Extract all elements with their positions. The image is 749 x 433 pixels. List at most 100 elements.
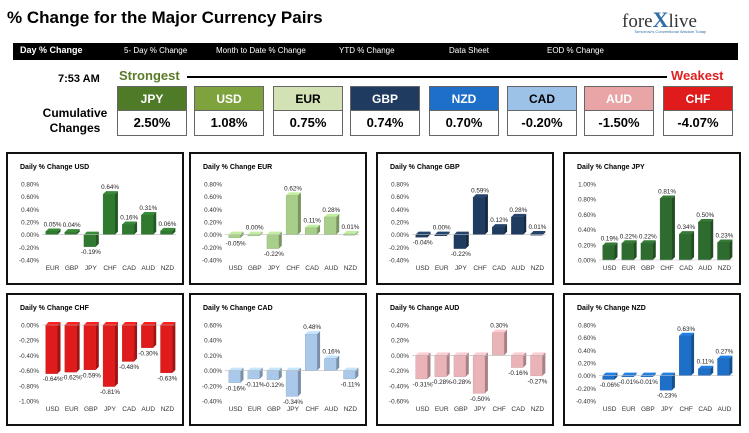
chart-title: Daily % Change EUR (203, 164, 272, 171)
bar-chf (102, 191, 118, 235)
x-tick-label: CHF (660, 265, 673, 272)
strength-box-jpy: JPY 2.50% (117, 86, 187, 136)
strength-currency-name: GBP (351, 87, 419, 111)
x-tick-label: GBP (454, 406, 468, 413)
nav-data-sheet[interactable]: Data Sheet (449, 46, 490, 55)
forexlive-logo[interactable]: foreXlive Tomorrow's Conventional Wisdom… (622, 7, 732, 37)
strength-cumulative-value: 1.08% (210, 115, 248, 130)
x-tick-label: CAD (679, 265, 693, 272)
bar-usd (602, 242, 618, 261)
bar-usd (45, 322, 61, 374)
data-label: -0.11% (245, 381, 265, 388)
x-tick-label: USD (416, 406, 430, 413)
data-label: -0.23% (657, 393, 677, 400)
data-label: 0.63% (677, 326, 695, 333)
data-label: -0.27% (527, 378, 547, 385)
chart-chf: Daily % Change CHF 0.00% -0.20% -0.40% -0.60… (19, 305, 178, 413)
data-label: 0.01% (341, 224, 359, 231)
nav-day-change[interactable]: Day % Change (20, 45, 83, 55)
bar-chf (305, 331, 321, 371)
y-tick-label: 0.20% (204, 220, 222, 227)
bar-eur (434, 231, 450, 237)
bar-aud (324, 213, 340, 235)
data-label: 0.16% (120, 215, 138, 222)
data-label: 0.62% (284, 185, 302, 192)
data-label: -0.31% (413, 381, 433, 388)
bar-jpy (266, 231, 282, 249)
bar-jpy (83, 231, 99, 247)
x-tick-label: AUD (698, 265, 712, 272)
bar-chf (472, 194, 488, 235)
nav-5-day-change[interactable]: 5- Day % Change (124, 46, 188, 55)
data-label: -0.16% (508, 370, 528, 377)
chart-jpy: Daily % Change JPY 1.00% 0.80% 0.60% 0.40% 0.… (577, 164, 734, 272)
y-tick-label: 0.20% (391, 338, 409, 345)
strength-box-chf: CHF -4.07% (663, 86, 733, 136)
x-tick-label: NZD (161, 406, 175, 413)
x-tick-label: JPY (268, 265, 281, 272)
bar-usd (415, 231, 431, 238)
x-tick-label: AUD (141, 265, 155, 272)
y-tick-label: 0.00% (204, 368, 222, 375)
weakest-label: Weakest (671, 68, 724, 83)
strength-currency-name: EUR (274, 87, 342, 111)
x-tick-label: NZD (531, 265, 545, 272)
bar-cad (679, 231, 695, 261)
y-tick-label: -1.00% (19, 399, 39, 406)
x-tick-label: GBP (641, 406, 655, 413)
chart-panel-cad: Daily % Change CAD 0.60% 0.40% 0.20% 0.00% -0… (189, 293, 367, 426)
bar-cad (305, 224, 321, 235)
data-label: -0.48% (119, 364, 139, 371)
x-tick-label: JPY (85, 265, 98, 272)
y-tick-label: 0.20% (204, 353, 222, 360)
y-tick-label: -0.40% (389, 383, 409, 390)
data-label: -0.01% (638, 379, 658, 386)
x-tick-label: CAD (492, 265, 506, 272)
y-tick-label: 0.40% (21, 207, 39, 214)
strength-currency-name: JPY (118, 87, 186, 111)
bar-nzd (343, 367, 359, 380)
strength-cumulative-value: -1.50% (598, 115, 640, 130)
data-label: 0.27% (715, 349, 733, 356)
y-tick-label: 0.60% (578, 212, 596, 219)
x-tick-label: CHF (492, 406, 505, 413)
strength-currency-name: USD (195, 87, 263, 111)
nav-month-to-date[interactable]: Month to Date % Change (216, 46, 306, 55)
x-tick-label: EUR (46, 265, 60, 272)
chart-cad: Daily % Change CAD 0.60% 0.40% 0.20% 0.00% -0… (202, 305, 361, 413)
data-label: -0.28% (451, 379, 471, 386)
strength-box-gbp: GBP 0.74% (350, 86, 420, 136)
x-tick-label: AUD (324, 406, 338, 413)
y-tick-label: -0.40% (19, 258, 39, 265)
chart-title: Daily % Change GBP (390, 164, 460, 171)
data-label: 0.34% (677, 224, 695, 231)
y-tick-label: 0.60% (204, 323, 222, 330)
bar-eur (247, 367, 263, 380)
bar-chf (492, 329, 508, 356)
x-tick-label: EUR (248, 406, 262, 413)
strength-currency-name: AUD (585, 87, 653, 111)
y-tick-label: 0.60% (578, 335, 596, 342)
data-label: 0.11% (303, 218, 321, 225)
data-label: 0.22% (620, 233, 638, 240)
x-tick-label: USD (416, 265, 430, 272)
bar-eur (621, 372, 637, 378)
strength-cumulative-value: -4.07% (677, 115, 719, 130)
y-tick-label: 0.20% (391, 220, 409, 227)
data-label: -0.22% (451, 251, 471, 258)
data-label: -0.28% (432, 379, 452, 386)
bar-nzd (160, 322, 176, 374)
x-tick-label: GBP (641, 265, 655, 272)
bar-gbp (453, 352, 469, 377)
bar-jpy (659, 372, 675, 391)
chart-title: Daily % Change USD (20, 164, 89, 171)
data-label: 0.64% (101, 184, 119, 191)
nav-eod-change[interactable]: EOD % Change (547, 46, 604, 55)
nav-ytd-change[interactable]: YTD % Change (339, 46, 395, 55)
y-tick-label: 0.80% (578, 197, 596, 204)
x-tick-label: NZD (344, 265, 358, 272)
x-tick-label: JPY (661, 406, 674, 413)
bar-chf (679, 332, 695, 376)
y-tick-label: 0.20% (578, 361, 596, 368)
bar-nzd (530, 352, 546, 377)
